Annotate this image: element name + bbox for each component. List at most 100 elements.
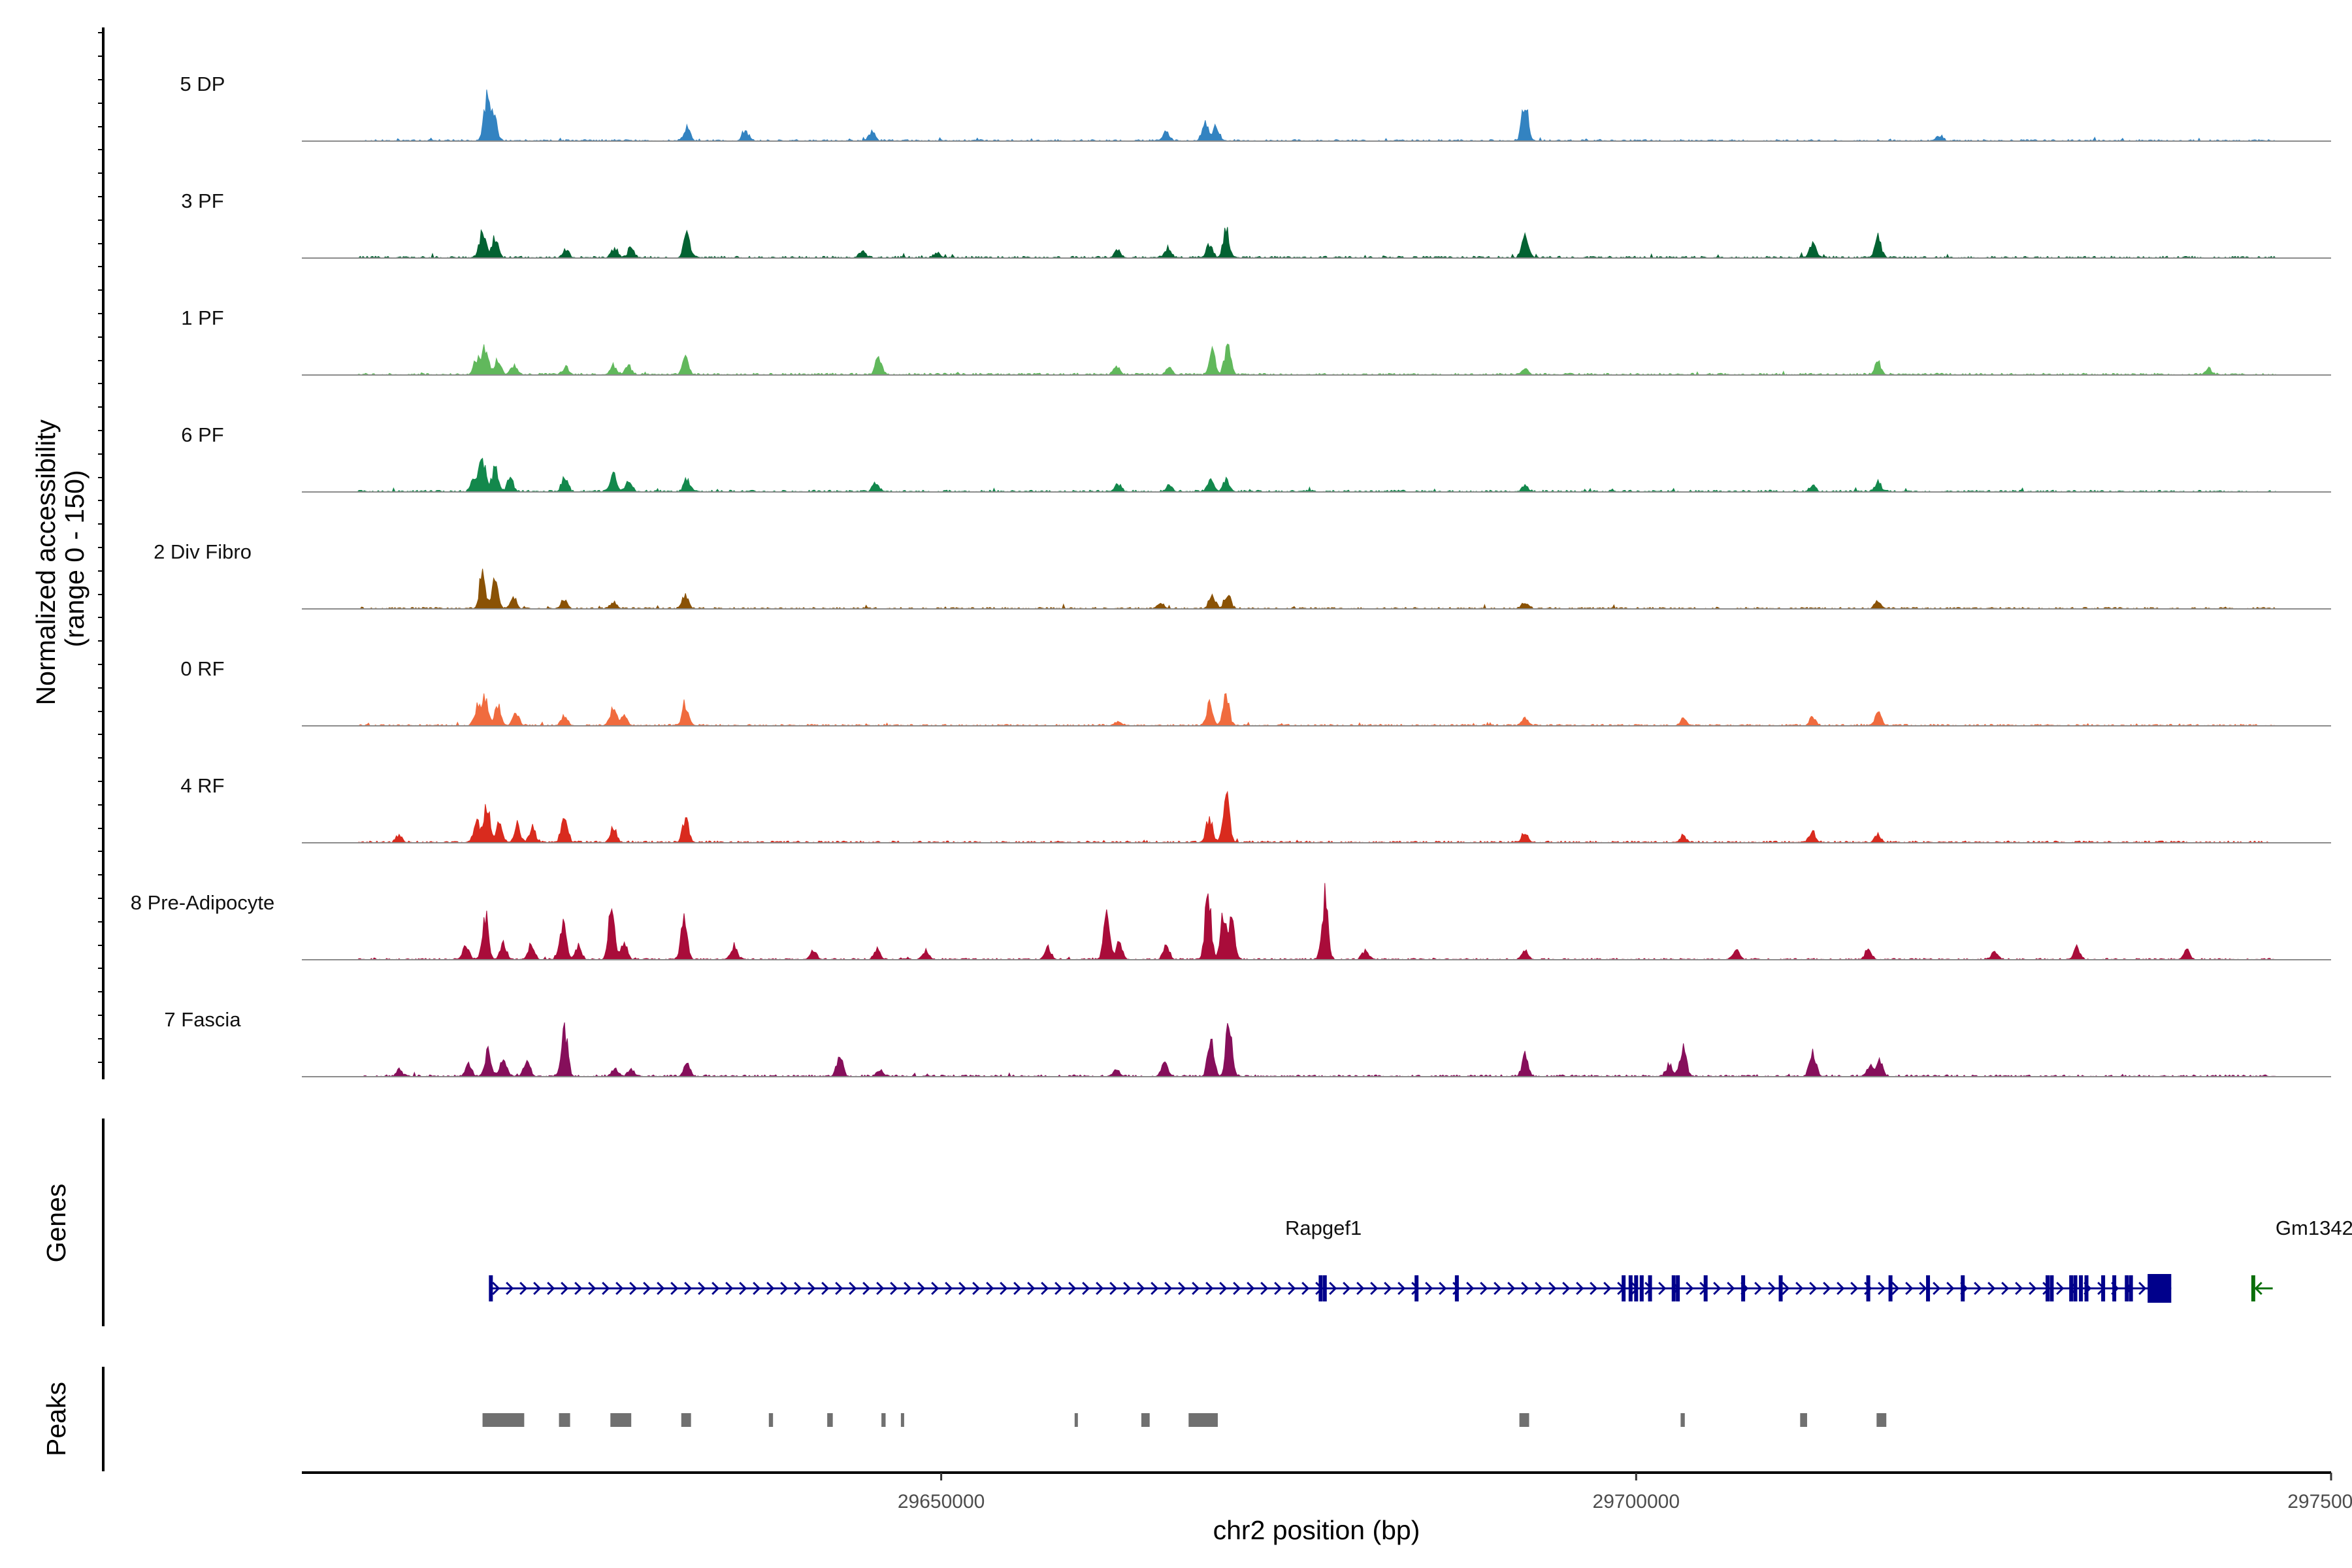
peak-region-12 [1519, 1413, 1529, 1427]
strand-chevron [519, 1281, 528, 1296]
track-label-7: 4 RF [180, 774, 224, 797]
strand-chevron [1397, 1281, 1406, 1296]
strand-chevron [1068, 1281, 1077, 1296]
strand-chevron [1768, 1281, 1776, 1296]
gene-exon [2251, 1275, 2255, 1301]
gene-exon [1622, 1275, 1626, 1301]
strand-chevron [1919, 1281, 1927, 1296]
strand-chevron [1686, 1281, 1694, 1296]
strand-chevron [849, 1281, 857, 1296]
strand-chevron [670, 1281, 679, 1296]
strand-chevron [2254, 1281, 2262, 1296]
coverage-area-4 [357, 457, 2276, 493]
strand-chevron [1754, 1281, 1763, 1296]
strand-chevron [1384, 1281, 1392, 1296]
strand-chevron [1370, 1281, 1379, 1296]
strand-chevron [1041, 1281, 1049, 1296]
track-label-2: 3 PF [181, 189, 223, 212]
gene-exon [1778, 1275, 1783, 1301]
gene-track: Rapgef1 Gm13420 [489, 1217, 2352, 1303]
track-label-8: 8 Pre-Adipocyte [131, 891, 275, 914]
strand-chevron [1192, 1281, 1200, 1296]
strand-chevron [1795, 1281, 1804, 1296]
gene-utr-block [2148, 1274, 2172, 1303]
y-axis-title-line1: Normalized accessibility [31, 419, 61, 705]
track-label-5: 2 Div Fibro [154, 540, 252, 563]
coverage-area-6 [357, 693, 2276, 727]
coverage-area-2 [357, 227, 2276, 259]
strand-chevron [1219, 1281, 1228, 1296]
strand-chevron [780, 1281, 789, 1296]
gene-exon [1961, 1275, 1965, 1301]
strand-chevron [1713, 1281, 1722, 1296]
strand-chevron [1027, 1281, 1036, 1296]
strand-chevron [1891, 1281, 1900, 1296]
gene-exon [1628, 1275, 1633, 1301]
strand-chevron [1823, 1281, 1831, 1296]
y-axis-title: Normalized accessibility (range 0 - 150) [31, 412, 90, 706]
peak-region-14 [1800, 1413, 1807, 1427]
strand-chevron [1603, 1281, 1612, 1296]
strand-chevron [2029, 1281, 2037, 1296]
strand-chevron [1466, 1281, 1475, 1296]
coverage-area-9 [357, 1022, 2276, 1077]
coverage-panel [302, 90, 2331, 1077]
x-axis-title: chr2 position (bp) [1213, 1515, 1420, 1545]
strand-chevron [1096, 1281, 1104, 1296]
strand-chevron [2015, 1281, 2023, 1296]
strand-chevron [931, 1281, 939, 1296]
strand-chevron [1535, 1281, 1543, 1296]
strand-chevron [533, 1281, 542, 1296]
gene-exon [1676, 1275, 1680, 1301]
strand-chevron [794, 1281, 802, 1296]
gene-exon [2046, 1275, 2050, 1301]
strand-chevron [1933, 1281, 1941, 1296]
strand-chevron [1205, 1281, 1214, 1296]
strand-chevron [711, 1281, 720, 1296]
peak-region-8 [900, 1413, 904, 1427]
strand-chevron [945, 1281, 953, 1296]
strand-chevron [1521, 1281, 1529, 1296]
strand-chevron [1054, 1281, 1063, 1296]
strand-chevron [1288, 1281, 1296, 1296]
strand-chevron [986, 1281, 994, 1296]
gene-exon [2079, 1275, 2083, 1301]
strand-chevron [1590, 1281, 1598, 1296]
gene-exon [2112, 1275, 2117, 1301]
strand-chevron [1082, 1281, 1090, 1296]
track-label-6: 0 RF [180, 657, 224, 680]
strand-chevron [1343, 1281, 1351, 1296]
strand-chevron [2138, 1281, 2147, 1296]
gene-exon [1322, 1275, 1327, 1301]
strand-chevron [753, 1281, 761, 1296]
strand-chevron [1013, 1281, 1022, 1296]
strand-chevron [972, 1281, 981, 1296]
strand-chevron [739, 1281, 747, 1296]
strand-chevron [1548, 1281, 1557, 1296]
coverage-area-8 [356, 883, 2276, 960]
strand-chevron [1137, 1281, 1145, 1296]
strand-chevron [917, 1281, 926, 1296]
strand-chevron [1425, 1281, 1433, 1296]
strand-chevron [1658, 1281, 1667, 1296]
strand-chevron [1782, 1281, 1790, 1296]
gene-exon [1741, 1275, 1746, 1301]
strand-chevron [1123, 1281, 1132, 1296]
track-label-3: 1 PF [181, 306, 223, 329]
strand-chevron [1356, 1281, 1365, 1296]
coverage-area-1 [357, 90, 2276, 142]
peak-region-1 [482, 1413, 525, 1427]
strand-chevron [1507, 1281, 1516, 1296]
strand-chevron [1494, 1281, 1502, 1296]
peak-track [482, 1413, 1887, 1427]
strand-chevron [602, 1281, 610, 1296]
strand-chevron [1329, 1281, 1337, 1296]
strand-chevron [1247, 1281, 1255, 1296]
peak-region-3 [610, 1413, 632, 1427]
peak-region-13 [1680, 1413, 1685, 1427]
strand-chevron [1260, 1281, 1269, 1296]
strand-chevron [2001, 1281, 2010, 1296]
strand-chevron [1987, 1281, 1996, 1296]
strand-chevron [876, 1281, 885, 1296]
